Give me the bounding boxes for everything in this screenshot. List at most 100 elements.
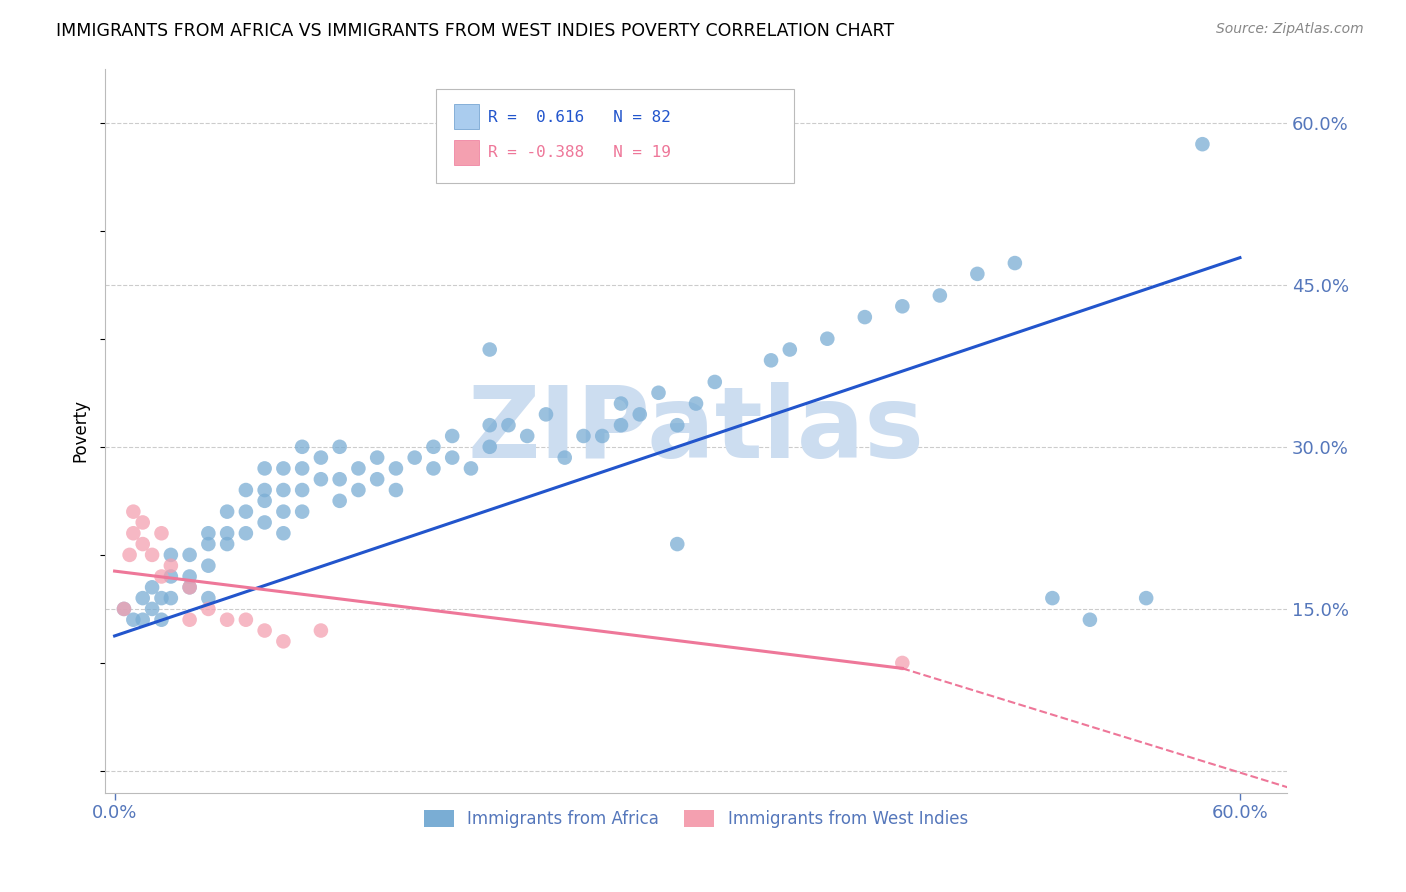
- Point: [141, 548, 163, 562]
- Point: [685, 396, 707, 410]
- Point: [273, 634, 295, 648]
- Point: [309, 472, 332, 486]
- Point: [478, 418, 501, 433]
- Point: [534, 408, 557, 422]
- Point: [928, 288, 950, 302]
- Point: [253, 483, 276, 497]
- Point: [132, 516, 155, 530]
- Text: IMMIGRANTS FROM AFRICA VS IMMIGRANTS FROM WEST INDIES POVERTY CORRELATION CHART: IMMIGRANTS FROM AFRICA VS IMMIGRANTS FRO…: [56, 22, 894, 40]
- Point: [1004, 256, 1026, 270]
- Point: [1078, 613, 1101, 627]
- Point: [309, 624, 332, 638]
- Point: [217, 526, 239, 541]
- Point: [132, 591, 155, 606]
- Point: [179, 580, 201, 594]
- Point: [460, 461, 482, 475]
- Text: R =  0.616   N = 82: R = 0.616 N = 82: [488, 110, 671, 125]
- Text: Source: ZipAtlas.com: Source: ZipAtlas.com: [1216, 22, 1364, 37]
- Point: [253, 461, 276, 475]
- Point: [112, 602, 135, 616]
- Point: [197, 591, 219, 606]
- Point: [253, 516, 276, 530]
- Point: [179, 548, 201, 562]
- Point: [441, 429, 464, 443]
- Point: [141, 580, 163, 594]
- Point: [572, 429, 595, 443]
- Text: R = -0.388   N = 19: R = -0.388 N = 19: [488, 145, 671, 160]
- Point: [610, 396, 633, 410]
- Point: [347, 461, 370, 475]
- Point: [122, 526, 145, 541]
- Point: [253, 493, 276, 508]
- Point: [966, 267, 988, 281]
- Point: [160, 548, 183, 562]
- Point: [647, 385, 669, 400]
- Point: [628, 408, 651, 422]
- Point: [291, 505, 314, 519]
- Point: [366, 472, 388, 486]
- Point: [235, 613, 257, 627]
- Point: [179, 569, 201, 583]
- Point: [273, 461, 295, 475]
- Point: [329, 472, 352, 486]
- Point: [217, 505, 239, 519]
- Text: ZIPatlas: ZIPatlas: [468, 382, 925, 479]
- Point: [347, 483, 370, 497]
- Point: [132, 613, 155, 627]
- Point: [160, 558, 183, 573]
- Point: [235, 483, 257, 497]
- Point: [666, 537, 689, 551]
- Point: [759, 353, 782, 368]
- Point: [385, 483, 408, 497]
- Legend: Immigrants from Africa, Immigrants from West Indies: Immigrants from Africa, Immigrants from …: [418, 804, 974, 835]
- Point: [815, 332, 838, 346]
- Point: [703, 375, 725, 389]
- Point: [112, 602, 135, 616]
- Point: [554, 450, 576, 465]
- Point: [273, 483, 295, 497]
- Point: [235, 526, 257, 541]
- Y-axis label: Poverty: Poverty: [72, 399, 89, 462]
- Point: [197, 558, 219, 573]
- Point: [1191, 137, 1213, 152]
- Point: [666, 418, 689, 433]
- Point: [478, 440, 501, 454]
- Point: [441, 450, 464, 465]
- Point: [366, 450, 388, 465]
- Point: [385, 461, 408, 475]
- Point: [273, 505, 295, 519]
- Point: [150, 613, 173, 627]
- Point: [273, 526, 295, 541]
- Point: [160, 569, 183, 583]
- Point: [122, 613, 145, 627]
- Point: [516, 429, 538, 443]
- Point: [122, 505, 145, 519]
- Point: [253, 624, 276, 638]
- Point: [1040, 591, 1063, 606]
- Point: [610, 418, 633, 433]
- Point: [329, 440, 352, 454]
- Point: [591, 429, 613, 443]
- Point: [179, 580, 201, 594]
- Point: [891, 299, 914, 313]
- Point: [779, 343, 801, 357]
- Point: [291, 440, 314, 454]
- Point: [853, 310, 876, 324]
- Point: [498, 418, 520, 433]
- Point: [197, 526, 219, 541]
- Point: [141, 602, 163, 616]
- Point: [150, 526, 173, 541]
- Point: [217, 537, 239, 551]
- Point: [132, 537, 155, 551]
- Point: [179, 613, 201, 627]
- Point: [150, 569, 173, 583]
- Point: [891, 656, 914, 670]
- Point: [478, 343, 501, 357]
- Point: [235, 505, 257, 519]
- Point: [160, 591, 183, 606]
- Point: [329, 493, 352, 508]
- Point: [404, 450, 426, 465]
- Point: [1135, 591, 1157, 606]
- Point: [291, 483, 314, 497]
- Point: [422, 440, 444, 454]
